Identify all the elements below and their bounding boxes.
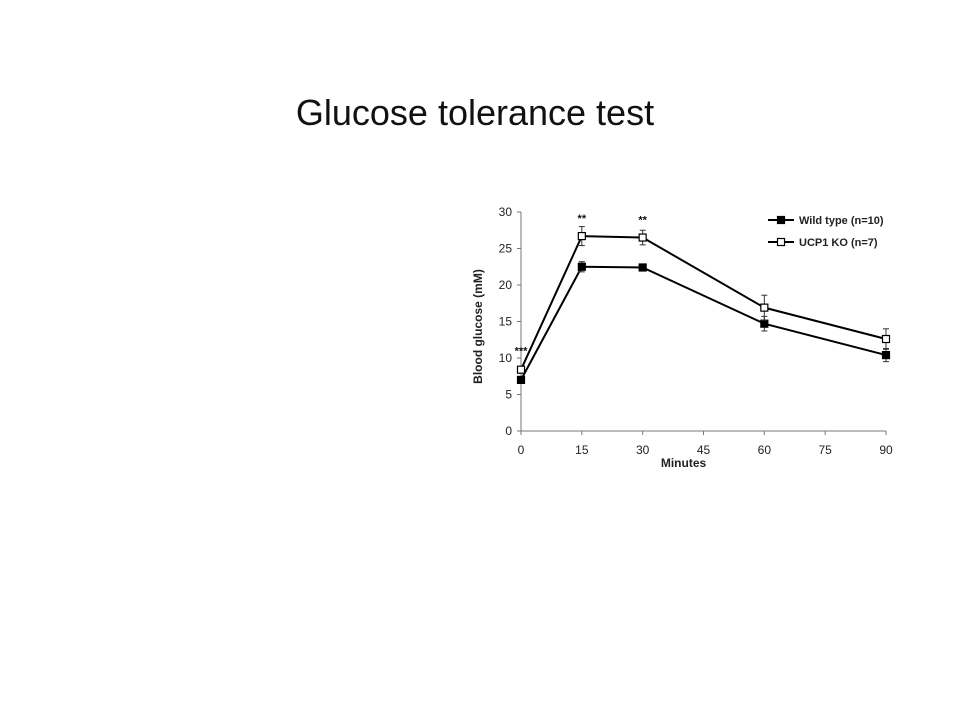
x-tick-label: 0 (518, 443, 525, 457)
data-point (881, 350, 891, 360)
x-tick-label: 30 (636, 443, 650, 457)
series-1 (516, 261, 891, 384)
data-point (638, 263, 647, 272)
data-point (760, 319, 769, 328)
y-tick-label: 20 (499, 278, 513, 292)
y-tick-label: 0 (505, 424, 512, 438)
series-line (520, 235, 887, 371)
data-point (516, 375, 526, 384)
significance-label: ** (578, 213, 587, 225)
legend-marker (776, 237, 786, 247)
x-tick-label: 45 (697, 443, 711, 457)
x-tick-label: 60 (758, 443, 772, 457)
x-tick-label: 90 (879, 443, 893, 457)
x-tick-label: 15 (575, 443, 589, 457)
series-2 (516, 226, 891, 374)
data-point (577, 231, 586, 241)
data-point (760, 303, 769, 312)
y-tick-label: 10 (499, 351, 513, 365)
data-point (516, 365, 526, 374)
slide-title: Glucose tolerance test (295, 92, 655, 133)
x-axis-label: Minutes (661, 456, 707, 470)
y-tick-label: 30 (499, 205, 513, 219)
significance-label: *** (515, 346, 529, 358)
chart-legend: Wild type (n=10) UCP1 KO (n=7) (768, 215, 884, 249)
series-line (520, 265, 887, 381)
data-point (881, 334, 891, 344)
data-point (638, 233, 647, 242)
chart-series (516, 226, 891, 384)
legend-label: Wild type (n=10) (799, 215, 884, 227)
chart-annotations: ***** ** (515, 213, 648, 358)
legend-label: UCP1 KO (n=7) (799, 237, 878, 249)
chart-axes: 0 5 10 15 20 25 30 0 15 30 45 60 75 90 Minutes Blood gl… (471, 205, 893, 470)
y-tick-label: 5 (505, 388, 512, 402)
x-tick-label: 75 (818, 443, 832, 457)
y-axis-label: Blood glucose (mM) (471, 269, 485, 384)
data-point (577, 262, 586, 271)
y-tick-label: 15 (499, 315, 513, 329)
significance-label: ** (638, 214, 647, 226)
legend-marker (776, 215, 786, 225)
y-tick-label: 25 (499, 242, 513, 256)
